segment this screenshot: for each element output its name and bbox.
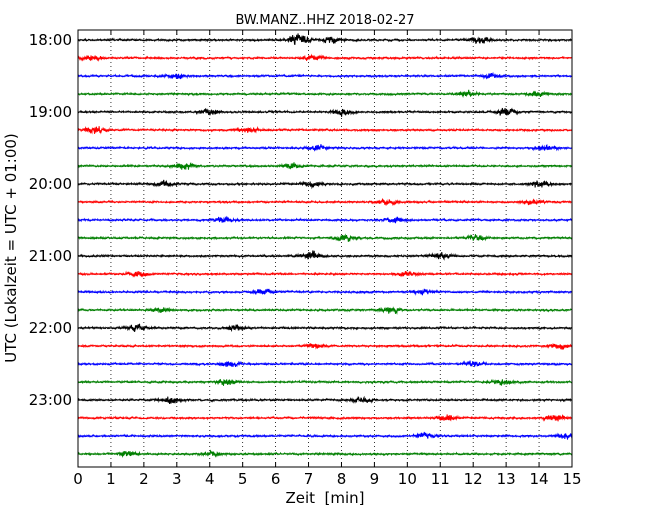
plot-frame bbox=[77, 29, 573, 468]
y-tick-label: 21:00 bbox=[29, 247, 72, 265]
y-axis-label: UTC (Lokalzeit = UTC + 01:00) bbox=[2, 133, 20, 363]
seismic-trace bbox=[77, 53, 573, 62]
y-tick-label: 20:00 bbox=[29, 175, 72, 193]
chart-title: BW.MANZ..HHZ 2018-02-27 bbox=[235, 13, 414, 28]
x-tick-label: 0 bbox=[73, 470, 83, 488]
seismic-trace bbox=[77, 144, 573, 152]
traces bbox=[77, 33, 573, 458]
seismic-trace bbox=[77, 250, 573, 261]
y-tick-label: 23:00 bbox=[29, 391, 72, 409]
x-tick-label: 15 bbox=[562, 470, 581, 488]
x-tick-label: 3 bbox=[172, 470, 182, 488]
seismic-trace bbox=[77, 215, 573, 224]
x-tick-label: 10 bbox=[398, 470, 417, 488]
x-tick-label: 14 bbox=[530, 470, 549, 488]
x-tick-label: 11 bbox=[431, 470, 450, 488]
x-tick-label: 2 bbox=[139, 470, 149, 488]
seismic-trace bbox=[77, 323, 573, 333]
seismic-trace bbox=[77, 395, 573, 405]
x-tick-label: 6 bbox=[271, 470, 281, 488]
seismic-trace bbox=[77, 342, 573, 350]
seismic-trace bbox=[77, 431, 573, 440]
seismic-trace bbox=[77, 288, 573, 296]
seismic-trace bbox=[77, 89, 573, 99]
seismic-trace bbox=[77, 179, 573, 190]
y-tick-label: 22:00 bbox=[29, 319, 72, 337]
y-tick-label: 19:00 bbox=[29, 103, 72, 121]
seismic-trace bbox=[77, 125, 573, 135]
y-ticks: 18:00 19:00 20:00 21:00 22:00 23:00 bbox=[29, 31, 572, 409]
x-tick-label: 7 bbox=[304, 470, 314, 488]
x-tick-label: 1 bbox=[106, 470, 116, 488]
seismic-trace bbox=[77, 360, 573, 368]
y-tick-label: 18:00 bbox=[29, 31, 72, 49]
seismic-trace bbox=[77, 414, 573, 422]
seismic-trace bbox=[77, 306, 573, 315]
x-tick-label: 8 bbox=[337, 470, 347, 488]
seismic-trace bbox=[77, 198, 573, 207]
seismic-trace bbox=[77, 449, 573, 458]
x-tick-label: 12 bbox=[464, 470, 483, 488]
x-tick-label: 9 bbox=[370, 470, 380, 488]
seismic-trace bbox=[77, 378, 573, 386]
seismic-trace bbox=[77, 107, 573, 117]
x-tick-label: 4 bbox=[205, 470, 215, 488]
seismic-trace bbox=[77, 71, 573, 80]
seismic-trace bbox=[77, 270, 573, 278]
seismic-trace bbox=[77, 233, 573, 242]
x-tick-label: 13 bbox=[497, 470, 516, 488]
seismic-trace bbox=[77, 33, 573, 46]
seismic-trace bbox=[77, 161, 573, 170]
x-axis-label: Zeit [min] bbox=[285, 489, 364, 507]
grid-lines bbox=[110, 30, 540, 467]
x-ticks: 0 1 2 3 4 5 6 7 8 9 10 11 12 13 14 15 bbox=[73, 30, 582, 488]
x-tick-label: 5 bbox=[238, 470, 248, 488]
